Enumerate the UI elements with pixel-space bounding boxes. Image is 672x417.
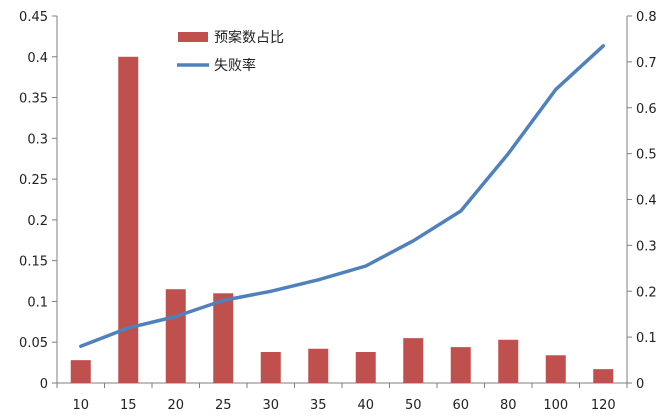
- line-series-failure-rate: [79, 44, 606, 349]
- bar: [355, 352, 376, 383]
- bar: [545, 355, 566, 383]
- x-axis-tick-label: 120: [591, 398, 616, 413]
- right-axis-tick-label: 0.5: [636, 148, 657, 163]
- x-axis-tick-label: 60: [452, 398, 469, 413]
- right-axis-tick-label: 0.2: [636, 285, 657, 300]
- left-axis-tick-label: 0.3: [27, 132, 48, 147]
- failure-rate-line: [79, 44, 606, 349]
- left-axis-tick-label: 0.2: [27, 214, 48, 229]
- left-axis-tick-label: 0.35: [19, 92, 48, 107]
- right-axis-tick-label: 0.6: [636, 102, 657, 117]
- legend-swatch-bar: [178, 32, 208, 42]
- bar: [70, 360, 91, 383]
- axes: [52, 15, 632, 388]
- bar: [165, 289, 186, 383]
- right-axis-tick-label: 0.4: [636, 194, 657, 209]
- legend-label-bar: 预案数占比: [214, 29, 284, 46]
- right-axis-tick-label: 0.1: [636, 331, 657, 346]
- right-axis-tick-label: 0.3: [636, 239, 657, 254]
- x-axis-tick-label: 25: [215, 398, 232, 413]
- bar: [498, 339, 519, 383]
- left-axis-tick-label: 0.4: [27, 51, 48, 66]
- x-axis-tick-label: 20: [167, 398, 184, 413]
- bar-series-plan-ratio: [70, 56, 614, 384]
- left-axis-tick-label: 0.15: [19, 255, 48, 270]
- bar: [593, 369, 614, 383]
- x-axis-tick-label: 100: [543, 398, 568, 413]
- x-axis-tick-label: 15: [120, 398, 137, 413]
- bar: [118, 56, 139, 384]
- x-axis-tick-label: 30: [262, 398, 279, 413]
- left-axis-tick-label: 0.1: [27, 295, 48, 310]
- left-axis-tick-label: 0.05: [19, 336, 48, 351]
- right-axis-tick-label: 0: [636, 377, 644, 392]
- bar: [260, 352, 281, 383]
- x-axis-tick-label: 40: [357, 398, 374, 413]
- bar: [308, 348, 329, 383]
- bar: [450, 347, 471, 383]
- x-axis-tick-label: 10: [72, 398, 89, 413]
- right-axis-tick-label: 0.7: [636, 56, 657, 71]
- tick-labels: 00.050.10.150.20.250.30.350.40.4500.10.2…: [19, 10, 657, 413]
- x-axis-tick-label: 50: [405, 398, 422, 413]
- bar: [213, 293, 234, 383]
- x-axis-tick-label: 80: [500, 398, 517, 413]
- left-axis-tick-label: 0: [40, 377, 48, 392]
- left-axis-tick-label: 0.25: [19, 173, 48, 188]
- right-axis-tick-label: 0.8: [636, 10, 657, 25]
- x-axis-tick-label: 35: [310, 398, 327, 413]
- bar: [403, 338, 424, 383]
- legend-label-line: 失败率: [214, 57, 256, 74]
- left-axis-tick-label: 0.45: [19, 10, 48, 25]
